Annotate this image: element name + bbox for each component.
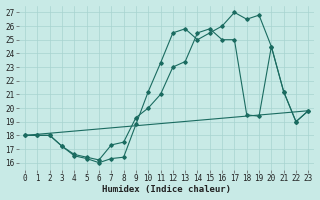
X-axis label: Humidex (Indice chaleur): Humidex (Indice chaleur) (102, 185, 231, 194)
